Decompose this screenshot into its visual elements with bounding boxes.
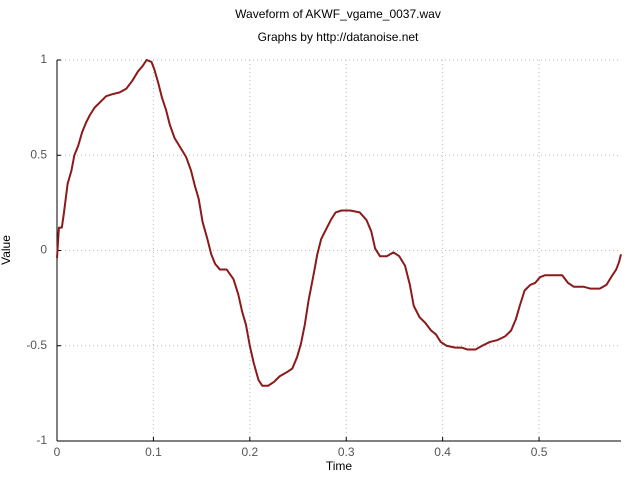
y-tick-label: -1: [36, 433, 47, 447]
y-tick-label: 1: [40, 52, 47, 66]
x-tick-label: 0.1: [145, 445, 162, 459]
y-tick-label: 0.5: [30, 147, 47, 161]
y-axis-label: Value: [0, 235, 13, 265]
chart-subtitle: Graphs by http://datanoise.net: [258, 30, 419, 44]
y-tick-label: -0.5: [26, 338, 47, 352]
y-tick-label: 0: [40, 243, 47, 257]
x-axis-label: Time: [326, 459, 353, 473]
x-tick-label: 0.3: [338, 445, 355, 459]
chart-title: Waveform of AKWF_vgame_0037.wav: [235, 7, 441, 21]
x-tick-label: 0.5: [531, 445, 548, 459]
x-tick-label: 0.2: [241, 445, 258, 459]
waveform-line: [56, 59, 622, 387]
x-tick-label: 0.4: [434, 445, 451, 459]
x-tick-label: 0: [54, 445, 61, 459]
